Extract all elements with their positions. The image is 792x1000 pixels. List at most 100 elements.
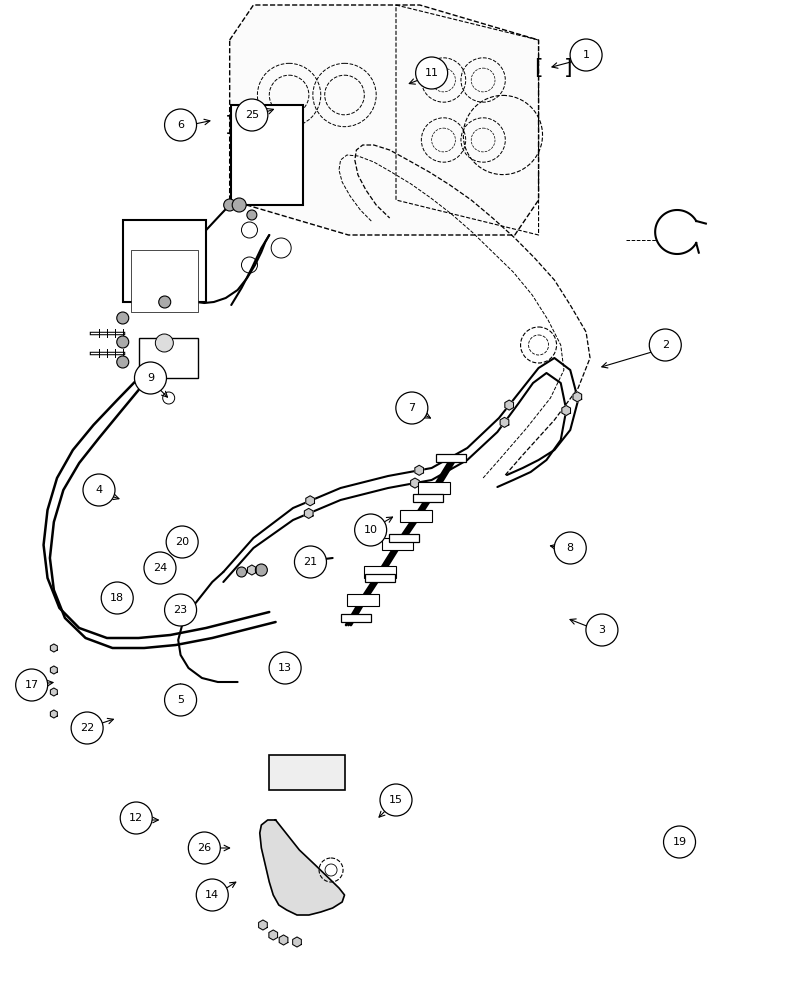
Text: 22: 22: [80, 723, 94, 733]
Polygon shape: [280, 935, 287, 945]
Bar: [436, 454, 466, 462]
Text: 14: 14: [205, 890, 219, 900]
Text: 10: 10: [364, 525, 378, 535]
Text: 5: 5: [177, 695, 184, 705]
Circle shape: [586, 614, 618, 646]
Circle shape: [158, 296, 171, 308]
Circle shape: [135, 362, 166, 394]
Text: 1: 1: [583, 50, 589, 60]
Text: 25: 25: [245, 110, 259, 120]
Polygon shape: [501, 417, 508, 427]
Circle shape: [570, 39, 602, 71]
Circle shape: [396, 392, 428, 424]
Circle shape: [664, 826, 695, 858]
Text: [: [: [535, 58, 543, 78]
Bar: [123, 220, 206, 302]
Circle shape: [236, 99, 268, 131]
Polygon shape: [259, 920, 267, 930]
Text: 7: 7: [409, 403, 415, 413]
Polygon shape: [355, 145, 590, 475]
Polygon shape: [51, 644, 57, 652]
Circle shape: [165, 109, 196, 141]
Text: [: [: [181, 115, 190, 135]
Polygon shape: [248, 565, 256, 575]
Text: ]: ]: [564, 58, 573, 78]
Polygon shape: [562, 406, 570, 416]
Circle shape: [165, 594, 196, 626]
Bar: [389, 534, 419, 542]
Circle shape: [237, 567, 246, 577]
Text: 6: 6: [177, 120, 184, 130]
Text: 15: 15: [389, 795, 403, 805]
Polygon shape: [415, 465, 424, 475]
Circle shape: [295, 546, 326, 578]
Circle shape: [269, 652, 301, 684]
Text: 8: 8: [567, 543, 573, 553]
Bar: [341, 614, 371, 622]
Circle shape: [188, 832, 220, 864]
Text: 21: 21: [303, 557, 318, 567]
Bar: [364, 566, 396, 578]
Text: ]: ]: [225, 115, 234, 135]
Circle shape: [166, 526, 198, 558]
Bar: [347, 594, 379, 606]
Bar: [365, 574, 395, 582]
Bar: [418, 482, 450, 494]
Circle shape: [101, 582, 133, 614]
Polygon shape: [51, 710, 57, 718]
Circle shape: [155, 334, 173, 352]
Text: 19: 19: [672, 837, 687, 847]
Bar: [413, 494, 443, 502]
Polygon shape: [304, 508, 313, 518]
Polygon shape: [260, 820, 345, 915]
Polygon shape: [51, 688, 57, 696]
Text: 24: 24: [153, 563, 167, 573]
Circle shape: [71, 712, 103, 744]
Circle shape: [380, 784, 412, 816]
Text: 17: 17: [25, 680, 39, 690]
Circle shape: [649, 329, 681, 361]
Circle shape: [255, 564, 268, 576]
Text: 20: 20: [175, 537, 189, 547]
Bar: [139, 338, 198, 378]
Circle shape: [165, 684, 196, 716]
Text: 2: 2: [662, 340, 668, 350]
Text: 11: 11: [425, 68, 439, 78]
Circle shape: [310, 553, 324, 567]
Circle shape: [355, 514, 386, 546]
Circle shape: [116, 356, 129, 368]
Circle shape: [116, 336, 129, 348]
Polygon shape: [269, 930, 277, 940]
Text: 26: 26: [197, 843, 211, 853]
Circle shape: [196, 879, 228, 911]
Polygon shape: [306, 496, 314, 506]
Bar: [269, 755, 345, 790]
Circle shape: [16, 669, 48, 701]
Circle shape: [144, 552, 176, 584]
Circle shape: [223, 199, 236, 211]
Text: 18: 18: [110, 593, 124, 603]
Text: 12: 12: [129, 813, 143, 823]
Text: 23: 23: [173, 605, 188, 615]
Bar: [382, 538, 413, 550]
Text: 13: 13: [278, 663, 292, 673]
Polygon shape: [573, 392, 581, 402]
Circle shape: [116, 312, 129, 324]
Circle shape: [83, 474, 115, 506]
Polygon shape: [51, 666, 57, 674]
Text: 9: 9: [147, 373, 154, 383]
Circle shape: [232, 198, 246, 212]
Bar: [131, 250, 198, 312]
Polygon shape: [230, 5, 539, 235]
Bar: [400, 510, 432, 522]
Text: 4: 4: [96, 485, 102, 495]
Bar: [231, 105, 303, 205]
Polygon shape: [293, 937, 301, 947]
Circle shape: [120, 802, 152, 834]
Circle shape: [554, 532, 586, 564]
Circle shape: [247, 210, 257, 220]
Circle shape: [416, 57, 447, 89]
Polygon shape: [505, 400, 513, 410]
Polygon shape: [410, 478, 419, 488]
Text: 3: 3: [599, 625, 605, 635]
